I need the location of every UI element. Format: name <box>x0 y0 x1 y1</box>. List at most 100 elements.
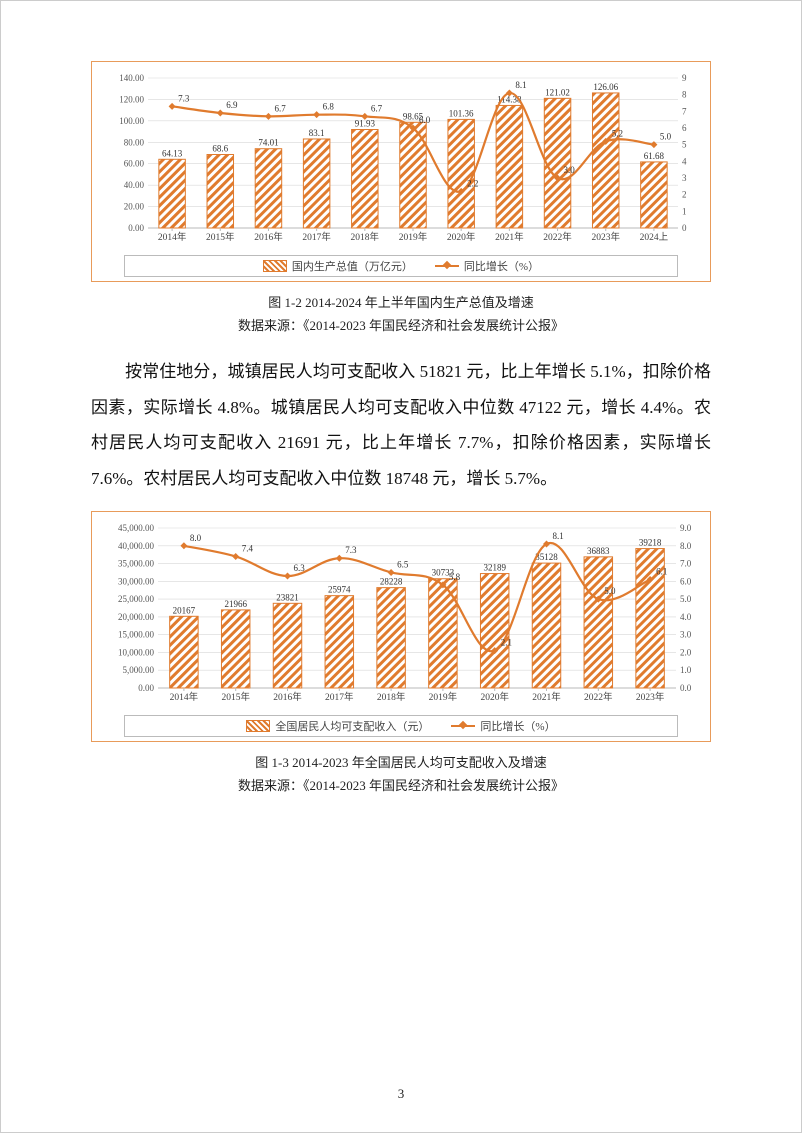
svg-text:6: 6 <box>682 123 687 133</box>
svg-text:8.1: 8.1 <box>515 80 526 90</box>
svg-text:20.00: 20.00 <box>124 202 145 212</box>
svg-text:15,000.00: 15,000.00 <box>118 629 155 639</box>
svg-text:7.0: 7.0 <box>680 558 692 568</box>
svg-text:2019年: 2019年 <box>399 231 428 243</box>
svg-text:1: 1 <box>682 206 687 216</box>
document-page: 0.0020.0040.0060.0080.00100.00120.00140.… <box>0 0 802 1133</box>
svg-text:0.00: 0.00 <box>128 223 144 233</box>
svg-text:6.0: 6.0 <box>419 115 431 125</box>
svg-text:36883: 36883 <box>587 546 610 556</box>
svg-text:2014年: 2014年 <box>170 691 199 703</box>
page-number: 3 <box>1 1086 801 1102</box>
svg-text:4.0: 4.0 <box>680 612 692 622</box>
svg-text:7: 7 <box>682 106 687 116</box>
legend-bar-2-label: 全国居民人均可支配收入（元） <box>275 718 429 734</box>
svg-text:101.36: 101.36 <box>449 108 474 118</box>
svg-text:121.02: 121.02 <box>545 87 570 97</box>
legend-line-1: 同比增长（%） <box>435 258 539 274</box>
svg-text:60.00: 60.00 <box>124 159 145 169</box>
legend-bar-1: 国内生产总值（万亿元） <box>263 258 413 274</box>
svg-text:2024上: 2024上 <box>640 232 669 243</box>
legend-line-1-label: 同比增长（%） <box>464 258 539 274</box>
svg-text:2020年: 2020年 <box>480 691 509 703</box>
svg-text:2014年: 2014年 <box>158 231 187 243</box>
svg-text:91.93: 91.93 <box>355 119 376 129</box>
svg-text:40.00: 40.00 <box>124 180 145 190</box>
svg-text:10,000.00: 10,000.00 <box>118 647 155 657</box>
svg-text:2021年: 2021年 <box>532 691 561 703</box>
svg-text:120.00: 120.00 <box>119 94 144 104</box>
svg-text:64.13: 64.13 <box>162 148 183 158</box>
chart-1: 0.0020.0040.0060.0080.00100.00120.00140.… <box>100 68 704 248</box>
chart-1-legend: 国内生产总值（万亿元） 同比增长（%） <box>124 255 678 277</box>
svg-text:39218: 39218 <box>639 537 662 547</box>
svg-text:0: 0 <box>682 223 687 233</box>
svg-text:6.9: 6.9 <box>226 100 238 110</box>
svg-text:2015年: 2015年 <box>206 231 235 243</box>
svg-text:5.8: 5.8 <box>449 572 461 582</box>
svg-text:6.3: 6.3 <box>294 563 306 573</box>
legend-line-icon <box>435 265 459 267</box>
legend-line-2: 同比增长（%） <box>451 718 555 734</box>
svg-text:2020年: 2020年 <box>447 231 476 243</box>
svg-text:5.2: 5.2 <box>612 128 623 138</box>
svg-text:40,000.00: 40,000.00 <box>118 541 155 551</box>
svg-text:100.00: 100.00 <box>119 116 144 126</box>
svg-text:6.0: 6.0 <box>680 576 692 586</box>
svg-text:7.3: 7.3 <box>345 545 357 555</box>
svg-text:2023年: 2023年 <box>636 691 665 703</box>
svg-text:140.00: 140.00 <box>119 73 144 83</box>
svg-text:6.5: 6.5 <box>397 559 409 569</box>
svg-text:5.0: 5.0 <box>604 586 616 596</box>
svg-text:3.0: 3.0 <box>680 629 692 639</box>
body-paragraph: 按常住地分，城镇居民人均可支配收入 51821 元，比上年增长 5.1%，扣除价… <box>91 354 711 497</box>
chart-2-legend: 全国居民人均可支配收入（元） 同比增长（%） <box>124 715 678 737</box>
svg-text:2015年: 2015年 <box>221 691 250 703</box>
svg-text:2018年: 2018年 <box>351 231 380 243</box>
legend-hatch-icon <box>263 260 287 272</box>
svg-text:5.0: 5.0 <box>660 132 672 142</box>
svg-text:2016年: 2016年 <box>254 231 283 243</box>
legend-line-2-label: 同比增长（%） <box>480 718 555 734</box>
svg-text:6.8: 6.8 <box>323 102 335 112</box>
svg-text:2017年: 2017年 <box>302 231 331 243</box>
svg-text:2: 2 <box>682 190 687 200</box>
svg-text:6.7: 6.7 <box>371 103 383 113</box>
svg-text:6.7: 6.7 <box>274 103 286 113</box>
svg-text:28228: 28228 <box>380 576 403 586</box>
svg-text:1.0: 1.0 <box>680 665 692 675</box>
svg-text:8.0: 8.0 <box>190 533 202 543</box>
chart-1-source: 数据来源：《2014-2023 年国民经济和社会发展统计公报》 <box>91 315 711 334</box>
svg-text:0.0: 0.0 <box>680 683 692 693</box>
svg-text:61.68: 61.68 <box>644 151 665 161</box>
svg-text:2022年: 2022年 <box>584 691 613 703</box>
svg-text:5.0: 5.0 <box>680 594 692 604</box>
svg-text:9.0: 9.0 <box>680 523 692 533</box>
svg-text:4: 4 <box>682 156 687 166</box>
svg-text:3: 3 <box>682 173 687 183</box>
chart-2-source: 数据来源：《2014-2023 年国民经济和社会发展统计公报》 <box>91 775 711 794</box>
legend-bar-2: 全国居民人均可支配收入（元） <box>246 718 429 734</box>
legend-hatch-icon <box>246 720 270 732</box>
chart-2-frame: 0.005,000.0010,000.0015,000.0020,000.002… <box>91 511 711 742</box>
svg-text:2019年: 2019年 <box>429 691 458 703</box>
svg-text:32189: 32189 <box>483 562 506 572</box>
legend-bar-1-label: 国内生产总值（万亿元） <box>292 258 413 274</box>
svg-text:7.3: 7.3 <box>178 93 190 103</box>
svg-text:2.2: 2.2 <box>467 178 478 188</box>
svg-text:20167: 20167 <box>173 605 196 615</box>
svg-text:68.6: 68.6 <box>212 144 228 154</box>
chart-2-caption: 图 1-3 2014-2023 年全国居民人均可支配收入及增速 <box>91 752 711 771</box>
chart-2: 0.005,000.0010,000.0015,000.0020,000.002… <box>100 518 704 708</box>
svg-text:25,000.00: 25,000.00 <box>118 594 155 604</box>
svg-text:2018年: 2018年 <box>377 691 406 703</box>
body-paragraph-text: 按常住地分，城镇居民人均可支配收入 51821 元，比上年增长 5.1%，扣除价… <box>91 362 711 488</box>
svg-text:30,000.00: 30,000.00 <box>118 576 155 586</box>
svg-text:6.1: 6.1 <box>656 566 667 576</box>
svg-text:2016年: 2016年 <box>273 691 302 703</box>
svg-text:5: 5 <box>682 140 687 150</box>
svg-text:9: 9 <box>682 73 687 83</box>
svg-text:20,000.00: 20,000.00 <box>118 612 155 622</box>
legend-line-icon <box>451 725 475 727</box>
svg-text:8.1: 8.1 <box>553 531 564 541</box>
